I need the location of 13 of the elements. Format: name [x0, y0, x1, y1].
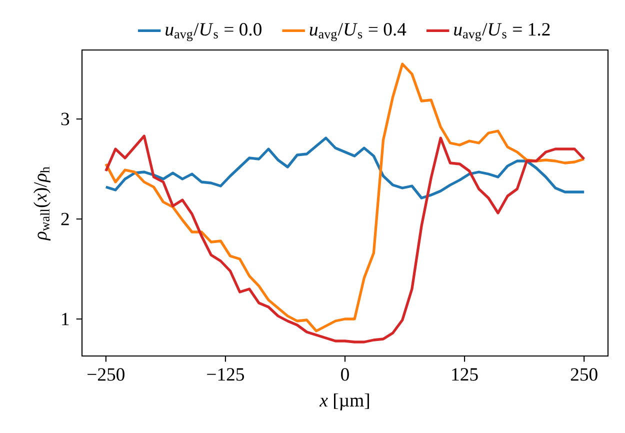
- y-tick-label: 2: [61, 212, 69, 226]
- legend-label: u$_{avg}$/U$_{s}$ = 0.0: [166, 23, 262, 42]
- x-tick-label: 125: [452, 368, 478, 381]
- x-axis-title: x [µm]: [319, 393, 369, 410]
- legend-label: u$_{avg}$/U$_{s}$ = 0.4: [310, 23, 406, 42]
- y-tick-label: 3: [61, 112, 70, 126]
- x-tick-label: 0: [341, 368, 349, 381]
- x-tick-label: 250: [570, 368, 598, 381]
- legend-label: u$_{avg}$/U$_{s}$ = 1.2: [454, 23, 550, 42]
- x-tick-label: −250: [88, 368, 124, 381]
- y-tick-label: 1: [62, 312, 69, 326]
- line-series: [104, 62, 586, 332]
- x-tick-label: −125: [207, 368, 244, 381]
